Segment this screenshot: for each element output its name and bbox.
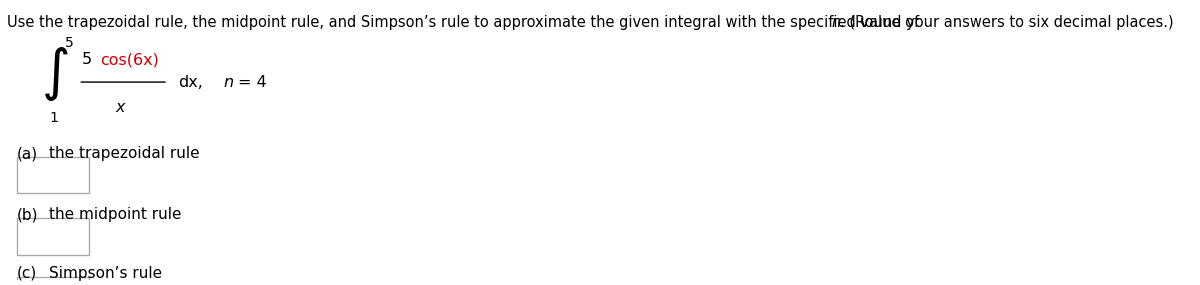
Text: 5: 5: [65, 36, 73, 50]
FancyBboxPatch shape: [17, 218, 89, 255]
Text: cos(6x): cos(6x): [101, 52, 160, 67]
Text: (a): (a): [17, 146, 38, 161]
Text: the trapezoidal rule: the trapezoidal rule: [49, 146, 199, 161]
FancyBboxPatch shape: [17, 157, 89, 193]
Text: dx,: dx,: [179, 75, 203, 89]
Text: = 4: = 4: [238, 75, 266, 89]
Text: Use the trapezoidal rule, the midpoint rule, and Simpson’s rule to approximate t: Use the trapezoidal rule, the midpoint r…: [7, 15, 924, 30]
Text: $\int$: $\int$: [42, 45, 68, 103]
Text: . (Round your answers to six decimal places.): . (Round your answers to six decimal pla…: [840, 15, 1174, 30]
FancyBboxPatch shape: [17, 277, 89, 285]
Text: x: x: [115, 99, 125, 115]
Text: Simpson’s rule: Simpson’s rule: [49, 266, 162, 281]
Text: n: n: [832, 15, 840, 30]
Text: the midpoint rule: the midpoint rule: [49, 207, 181, 222]
Text: 5: 5: [82, 52, 97, 67]
Text: 1: 1: [50, 111, 59, 125]
Text: (b): (b): [17, 207, 38, 222]
Text: n: n: [224, 75, 234, 89]
Text: (c): (c): [17, 266, 37, 281]
